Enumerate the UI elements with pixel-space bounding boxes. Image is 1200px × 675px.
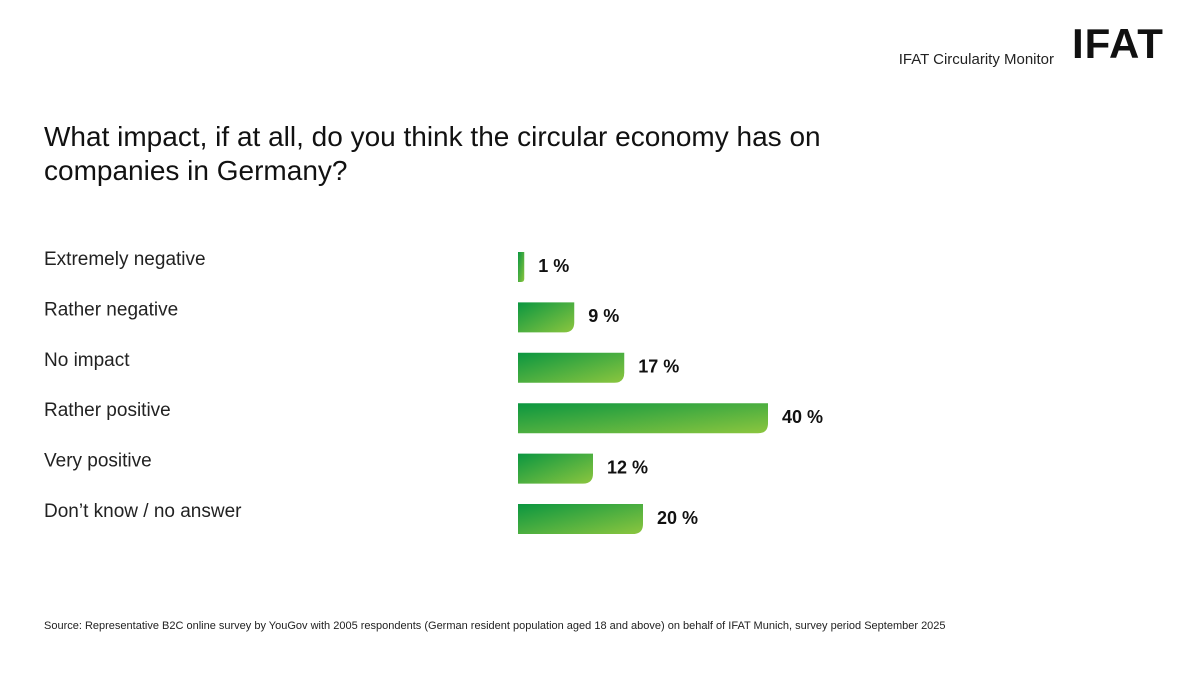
- category-label: Very positive: [44, 451, 152, 472]
- category-label: Don’t know / no answer: [44, 501, 242, 522]
- chart-title: What impact, if at all, do you think the…: [44, 121, 821, 186]
- category-label: Rather positive: [44, 400, 171, 421]
- value-label: 20 %: [657, 508, 698, 528]
- bar: [518, 352, 625, 383]
- value-label: 17 %: [638, 357, 679, 377]
- header-label: IFAT Circularity Monitor: [899, 51, 1054, 68]
- value-label: 1 %: [538, 256, 569, 276]
- value-label: 40 %: [782, 407, 823, 427]
- bar: [518, 453, 593, 484]
- logo: IFAT: [1072, 20, 1164, 67]
- value-label: 9 %: [588, 306, 619, 326]
- bar: [518, 252, 525, 282]
- bar: [518, 302, 575, 333]
- value-label: 12 %: [607, 457, 648, 477]
- bar: [518, 504, 643, 534]
- bar: [518, 403, 768, 434]
- category-label: Extremely negative: [44, 249, 206, 270]
- category-label: Rather negative: [44, 299, 178, 320]
- category-label: No impact: [44, 350, 130, 371]
- source-note: Source: Representative B2C online survey…: [44, 620, 946, 632]
